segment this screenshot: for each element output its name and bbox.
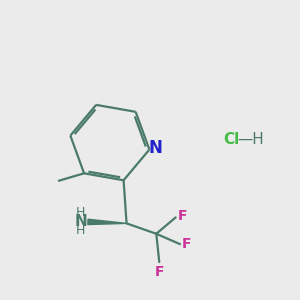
Text: H: H: [76, 224, 85, 237]
Polygon shape: [88, 219, 127, 225]
Text: F: F: [177, 209, 187, 223]
Text: H: H: [76, 206, 85, 220]
Text: N: N: [74, 214, 87, 230]
Text: F: F: [182, 237, 191, 251]
Text: F: F: [154, 265, 164, 278]
Text: Cl: Cl: [223, 132, 239, 147]
Text: N: N: [149, 139, 163, 157]
Text: —H: —H: [238, 132, 264, 147]
